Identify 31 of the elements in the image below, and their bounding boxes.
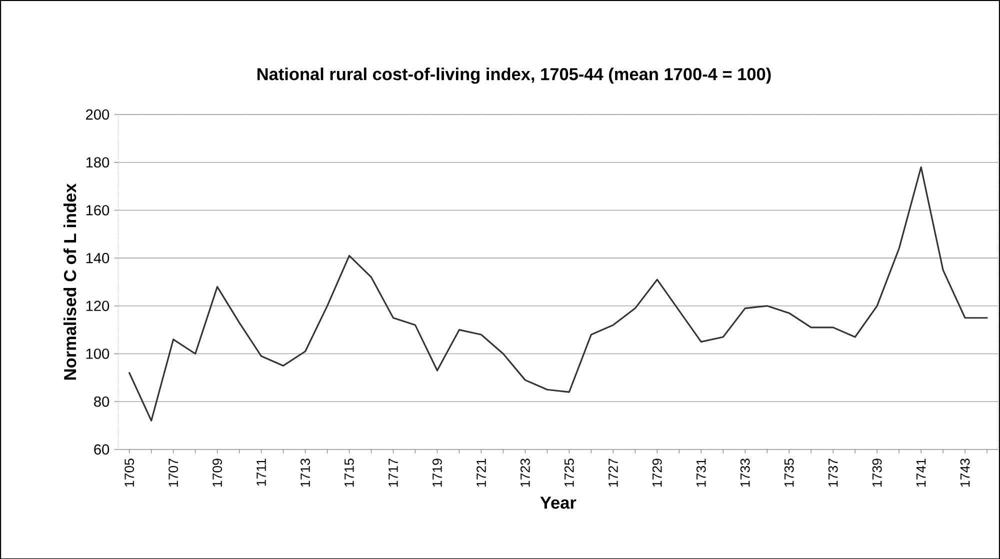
x-tick-label: 1725 — [564, 458, 574, 486]
chart-title: National rural cost-of-living index, 1705-44 (mean 1700-4 = 100) — [258, 67, 771, 84]
x-tick-label: 1733 — [740, 458, 750, 486]
x-tick-label: 1723 — [520, 458, 530, 486]
y-tick-label: 120 — [86, 300, 110, 311]
x-tick-label: 1741 — [916, 458, 926, 486]
x-tick-label: 1707 — [168, 458, 178, 486]
y-axis-title: Normalised C of L index — [64, 183, 76, 380]
x-tick-label: 1739 — [872, 458, 882, 486]
y-tick-label: 80 — [94, 396, 110, 407]
y-tick-label: 100 — [86, 348, 110, 359]
x-axis-title: Year — [540, 496, 576, 509]
x-tick-label: 1727 — [608, 458, 618, 486]
y-tick-label: 140 — [86, 252, 110, 264]
x-tick-label: 1735 — [784, 458, 794, 486]
x-tick-label: 1729 — [652, 458, 662, 486]
x-tick-label: 1709 — [212, 458, 222, 486]
x-tick-label: 1713 — [300, 458, 310, 486]
x-tick-label: 1721 — [476, 458, 486, 486]
y-tick-label: 180 — [86, 157, 110, 168]
x-tick-label: 1743 — [960, 458, 970, 486]
x-tick-label: 1711 — [256, 458, 266, 486]
x-tick-label: 1737 — [828, 458, 838, 486]
y-tick-label: 160 — [86, 204, 110, 216]
x-tick-label: 1705 — [124, 458, 134, 486]
x-tick-label: 1717 — [388, 458, 398, 486]
x-tick-label: 1715 — [344, 458, 354, 486]
x-tick-label: 1731 — [696, 458, 706, 486]
y-tick-label: 200 — [86, 109, 110, 120]
y-tick-label: 60 — [94, 444, 110, 454]
x-tick-label: 1719 — [432, 458, 442, 486]
